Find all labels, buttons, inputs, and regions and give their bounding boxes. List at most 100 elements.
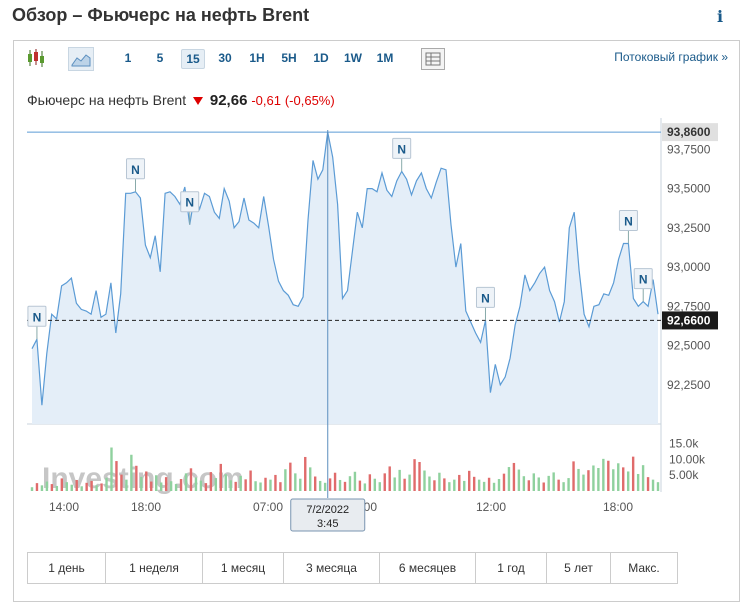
volume-bar — [80, 486, 83, 491]
volume-bar — [597, 467, 600, 491]
y-tick-label: 93,2500 — [667, 221, 711, 235]
volume-bar — [453, 479, 456, 491]
cursor-time: 3:45 — [317, 518, 338, 530]
volume-bar — [204, 483, 208, 491]
period-1-month[interactable]: 1 месяц — [203, 553, 284, 583]
news-marker[interactable]: N — [475, 286, 495, 321]
volume-bar — [458, 474, 461, 491]
interval-1m[interactable]: 1M — [376, 51, 394, 65]
volume-bar — [194, 477, 198, 491]
volume-bar — [120, 474, 123, 491]
volume-bar — [408, 474, 411, 491]
volume-bar — [418, 462, 421, 491]
volume-bar — [646, 477, 650, 491]
area-chart-icon[interactable] — [68, 47, 94, 71]
price-change: -0,61 — [251, 93, 281, 108]
streaming-chart-link[interactable]: Потоковый график » — [614, 50, 728, 64]
info-icon[interactable]: i — [716, 7, 724, 26]
volume-bar — [279, 482, 282, 491]
volume-bar — [532, 473, 535, 491]
news-marker[interactable]: N — [633, 268, 653, 302]
volume-bar — [55, 485, 59, 491]
volume-bar — [617, 463, 620, 491]
x-tick-label: 07:00 — [253, 500, 283, 514]
volume-bar — [125, 479, 128, 491]
price-change-percent: (-0,65%) — [284, 93, 335, 108]
candlestick-icon[interactable] — [25, 48, 47, 68]
interval-1w[interactable]: 1W — [344, 51, 362, 65]
interval-1[interactable]: 1 — [124, 51, 132, 65]
interval-1d[interactable]: 1D — [313, 51, 329, 65]
volume-bar — [433, 480, 436, 491]
table-icon[interactable] — [421, 48, 445, 70]
volume-bar — [105, 477, 108, 491]
volume-bar — [373, 478, 377, 491]
volume-bar — [363, 483, 367, 491]
volume-bar — [164, 477, 168, 491]
interval-30[interactable]: 30 — [218, 51, 232, 65]
volume-bar — [294, 473, 297, 491]
volume-bar — [219, 463, 222, 491]
x-tick-label: 18:00 — [603, 500, 633, 514]
volume-bar — [562, 482, 565, 491]
volume-bar — [299, 478, 302, 491]
volume-bar — [631, 456, 635, 491]
period-5-years[interactable]: 5 лет — [547, 553, 611, 583]
x-tick-label: 14:00 — [49, 500, 79, 514]
volume-bar — [547, 475, 550, 491]
volume-bar — [567, 478, 570, 491]
volume-bar — [438, 472, 441, 491]
period-3-months[interactable]: 3 месяца — [284, 553, 380, 583]
volume-bar — [403, 478, 406, 491]
interval-5h[interactable]: 5H — [281, 51, 297, 65]
last-price-label-bg — [662, 311, 718, 330]
period-1-day[interactable]: 1 день — [28, 553, 106, 583]
volume-bar — [393, 477, 396, 491]
volume-bar — [284, 469, 287, 491]
period-1-week[interactable]: 1 неделя — [106, 553, 203, 583]
interval-1h[interactable]: 1H — [249, 51, 265, 65]
volume-bar — [328, 478, 332, 491]
volume-bar — [423, 470, 426, 491]
volume-bar — [582, 474, 585, 491]
period-6-months[interactable]: 6 месяцев — [380, 553, 476, 583]
news-marker[interactable]: N — [126, 158, 146, 192]
volume-bar — [537, 477, 540, 491]
volume-bar — [130, 454, 133, 491]
volume-bar — [512, 462, 516, 491]
volume-bar — [502, 473, 506, 491]
period-max[interactable]: Макс. — [628, 561, 660, 575]
volume-bar — [313, 476, 317, 491]
volume-bar — [60, 478, 64, 491]
volume-bar — [587, 470, 590, 491]
interval-5[interactable]: 5 — [156, 51, 164, 65]
volume-bar — [607, 460, 610, 491]
quote-line: Фьючерс на нефть Brent 92,66 -0,61 (-0,6… — [27, 92, 335, 109]
last-price: 92,66 — [209, 92, 248, 109]
y-tick-label: 93,5000 — [667, 182, 711, 196]
volume-bar — [612, 469, 615, 491]
news-marker[interactable]: N — [392, 137, 412, 172]
chart-toolbar: 1 5 15 30 1H 5H 1D 1W 1M Потоковый графи… — [13, 40, 738, 76]
x-tick-label: 12:00 — [476, 500, 506, 514]
volume-bar — [229, 480, 232, 491]
news-marker[interactable]: N — [618, 210, 638, 244]
volume-bar — [140, 476, 143, 491]
volume-bar — [368, 474, 372, 491]
volume-bar — [189, 468, 193, 491]
news-marker[interactable]: N — [27, 305, 47, 340]
volume-bar — [234, 481, 237, 491]
news-marker[interactable]: N — [180, 191, 200, 225]
news-marker-label: N — [33, 310, 42, 324]
cursor-date: 7/2/2022 — [306, 504, 349, 516]
volume-bar — [468, 470, 471, 491]
volume-bar — [492, 482, 496, 491]
volume-bar — [95, 485, 98, 491]
volume-bar — [30, 487, 34, 491]
volume-bar — [254, 481, 257, 491]
period-1-year[interactable]: 1 год — [476, 553, 547, 583]
volume-bar — [115, 461, 118, 491]
interval-15[interactable]: 15 — [181, 49, 205, 69]
volume-bar — [259, 482, 262, 491]
